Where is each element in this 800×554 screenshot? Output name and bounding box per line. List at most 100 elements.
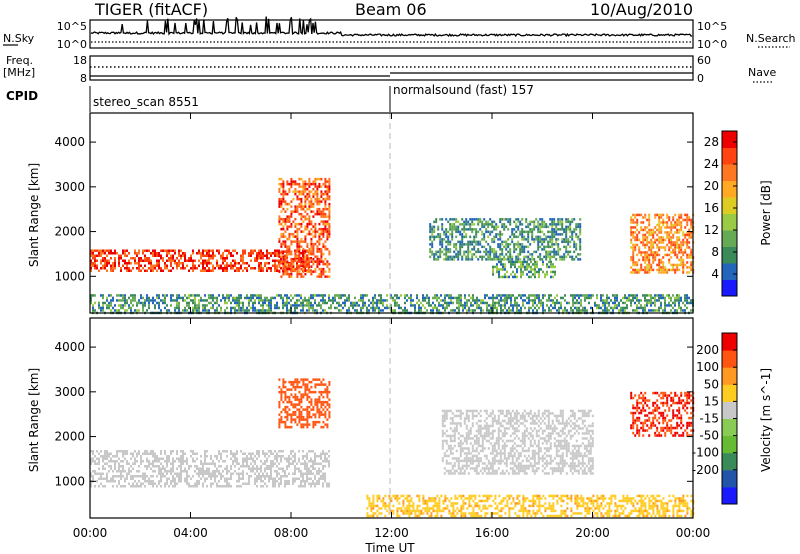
heatmap-cell — [440, 304, 442, 307]
heatmap-cell — [644, 258, 647, 262]
heatmap-cell — [516, 306, 518, 310]
heatmap-cell — [636, 309, 638, 312]
heatmap-cell — [630, 266, 633, 269]
heatmap-cell — [294, 222, 297, 226]
heatmap-cell — [557, 228, 560, 231]
heatmap-cell — [579, 253, 582, 256]
heatmap-cell — [449, 225, 452, 229]
heatmap-cell — [686, 238, 689, 242]
heatmap-cell — [326, 388, 329, 391]
heatmap-cell — [456, 306, 458, 310]
heatmap-cell — [578, 306, 580, 310]
heatmap-cell — [168, 455, 170, 458]
heatmap-cell — [573, 240, 576, 244]
heatmap-cell — [515, 218, 518, 221]
heatmap-cell — [654, 256, 657, 259]
heatmap-cell — [504, 273, 506, 276]
heatmap-cell — [304, 272, 307, 276]
heatmap-cell — [132, 475, 134, 478]
heatmap-cell — [254, 477, 256, 480]
heatmap-cell — [646, 294, 648, 297]
heatmap-cell — [174, 472, 176, 475]
heatmap-cell — [531, 220, 534, 224]
heatmap-cell — [596, 306, 598, 310]
heatmap-cell — [449, 228, 452, 231]
heatmap-cell — [212, 299, 214, 302]
heatmap-cell — [206, 462, 208, 465]
heatmap-cell — [198, 470, 200, 473]
heatmap-cell — [457, 255, 460, 259]
heatmap-cell — [466, 301, 468, 305]
heatmap-cell — [136, 309, 138, 312]
heatmap-cell — [432, 301, 434, 305]
heatmap-cell — [481, 220, 484, 224]
heatmap-cell — [392, 309, 394, 312]
heatmap-cell — [146, 296, 148, 300]
heatmap-cell — [164, 262, 166, 265]
heatmap-cell — [454, 296, 456, 300]
heatmap-cell — [481, 258, 484, 261]
heatmap-cell — [258, 254, 260, 257]
heatmap-cell — [302, 249, 304, 252]
heatmap-cell — [282, 235, 285, 238]
heatmap-cell — [690, 251, 693, 254]
heatmap-cell — [680, 261, 683, 264]
heatmap-cell — [236, 309, 238, 312]
heatmap-cell — [516, 268, 518, 271]
heatmap-cell — [660, 231, 663, 234]
heatmap-cell — [550, 304, 552, 307]
heatmap-cell — [328, 180, 331, 183]
heatmap-cell — [638, 271, 641, 274]
heatmap-cell — [654, 226, 657, 229]
heatmap-cell — [90, 460, 92, 463]
heatmap-cell — [658, 246, 661, 249]
heatmap-cell — [636, 263, 639, 267]
heatmap-cell — [537, 240, 540, 244]
heatmap-cell — [318, 272, 321, 276]
heatmap-cell — [527, 255, 530, 259]
heatmap-cell — [280, 410, 283, 414]
heatmap-cell — [316, 230, 319, 233]
heatmap-cell — [497, 233, 500, 236]
heatmap-cell — [270, 304, 272, 307]
heatmap-cell — [463, 230, 466, 234]
heatmap-cell — [306, 242, 309, 246]
heatmap-cell — [576, 306, 578, 310]
heatmap-cell — [290, 415, 293, 419]
heatmap-cell — [150, 299, 152, 302]
freq-label-1: Freq. — [6, 54, 33, 67]
heatmap-cell — [296, 423, 299, 426]
heatmap-cell — [194, 485, 196, 488]
heatmap-cell — [172, 465, 174, 468]
heatmap-cell — [102, 304, 104, 307]
heatmap-cell — [202, 475, 204, 478]
heatmap-cell — [543, 238, 546, 241]
heatmap-cell — [190, 465, 192, 468]
heatmap-cell — [234, 306, 236, 310]
heatmap-cell — [210, 485, 212, 488]
heatmap-cell — [114, 262, 116, 265]
heatmap-cell — [284, 267, 287, 271]
heatmap-cell — [102, 457, 104, 460]
heatmap-cell — [114, 267, 116, 270]
heatmap-cell — [310, 202, 313, 206]
heatmap-cell — [304, 202, 307, 206]
heatmap-cell — [552, 301, 554, 305]
heatmap-cell — [306, 250, 309, 253]
heatmap-cell — [208, 254, 210, 257]
heatmap-cell — [344, 301, 346, 305]
heatmap-cell — [463, 253, 466, 256]
heatmap-cell — [294, 250, 297, 253]
heatmap-cell — [164, 475, 166, 478]
heatmap-cell — [541, 223, 544, 226]
heatmap-cell — [308, 410, 311, 414]
heatmap-cell — [306, 383, 309, 386]
heatmap-cell — [238, 467, 240, 470]
heatmap-cell — [202, 299, 204, 302]
heatmap-cell — [174, 262, 176, 265]
heatmap-cell — [300, 385, 303, 389]
heatmap-cell — [204, 472, 206, 475]
heatmap-cell — [433, 228, 436, 231]
heatmap-cell — [204, 477, 206, 480]
heatmap-cell — [310, 296, 312, 300]
